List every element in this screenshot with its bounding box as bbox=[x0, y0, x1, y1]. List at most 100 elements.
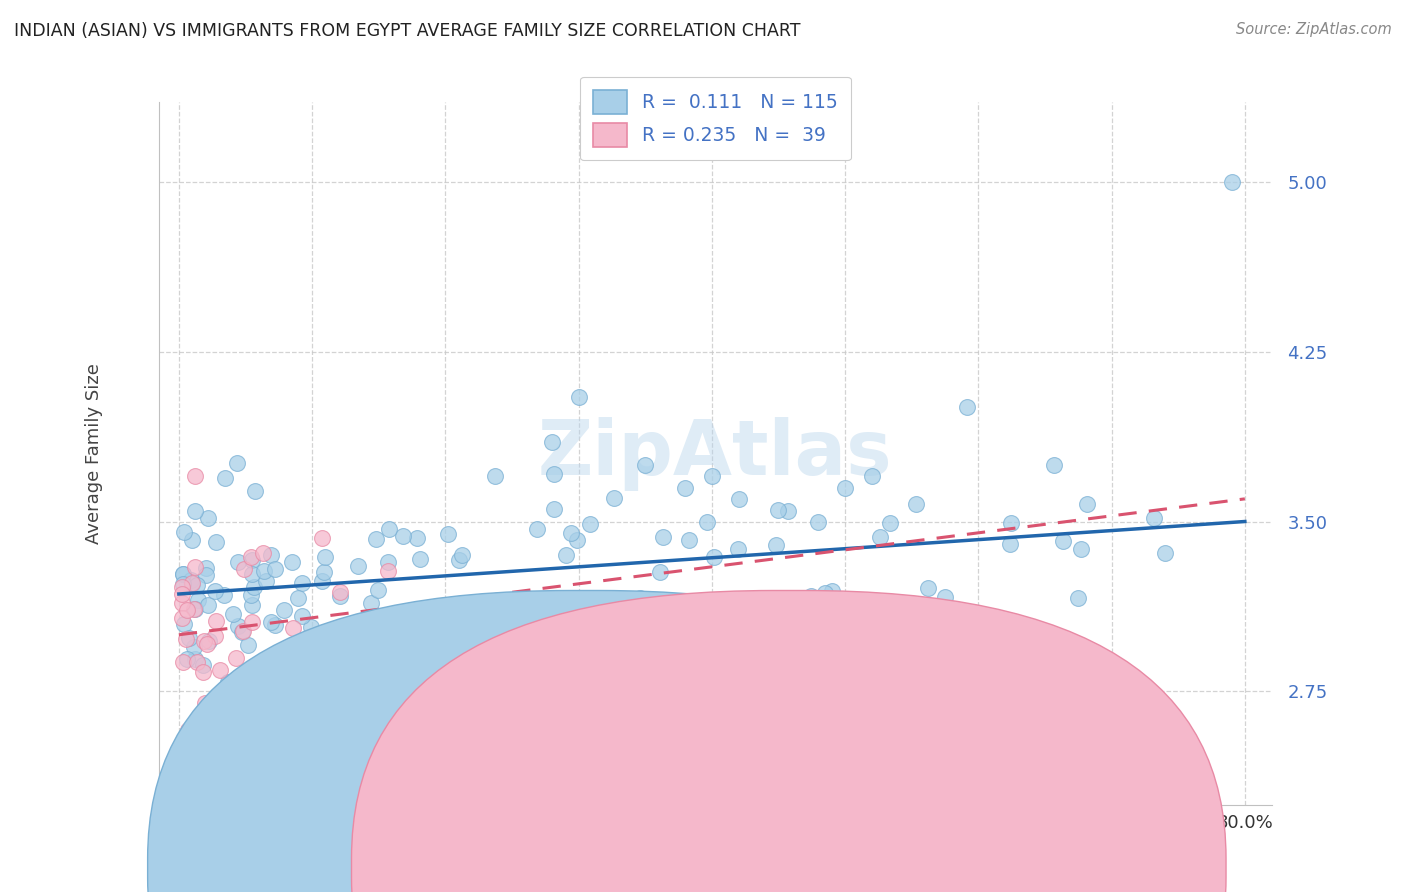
Point bbox=[183, 640, 205, 654]
Point bbox=[195, 637, 218, 651]
Point bbox=[377, 555, 399, 569]
Point bbox=[212, 588, 235, 602]
Point bbox=[879, 516, 901, 530]
Point bbox=[266, 649, 288, 664]
Point bbox=[347, 633, 370, 648]
Point bbox=[184, 469, 207, 483]
Point bbox=[314, 550, 336, 565]
Point bbox=[359, 615, 381, 630]
Point bbox=[221, 684, 243, 698]
Point bbox=[408, 551, 430, 566]
Point bbox=[579, 516, 602, 531]
Point bbox=[1000, 516, 1022, 530]
Point bbox=[174, 632, 197, 647]
Point bbox=[191, 665, 214, 680]
Point bbox=[634, 458, 657, 472]
Point bbox=[181, 533, 204, 548]
Point bbox=[1052, 533, 1074, 548]
Point bbox=[204, 629, 226, 643]
Point bbox=[191, 658, 214, 673]
Point bbox=[768, 503, 790, 517]
Point bbox=[925, 613, 948, 627]
Point bbox=[329, 589, 352, 603]
Point bbox=[177, 723, 200, 737]
Point bbox=[254, 574, 277, 588]
Point bbox=[252, 546, 274, 560]
Point bbox=[820, 584, 842, 599]
Point bbox=[215, 723, 238, 737]
Point bbox=[917, 581, 939, 595]
Point bbox=[214, 714, 236, 728]
Point bbox=[628, 591, 651, 605]
Point bbox=[225, 651, 247, 665]
Point bbox=[364, 532, 387, 546]
Point bbox=[173, 617, 195, 632]
Point bbox=[260, 548, 283, 562]
Point bbox=[180, 573, 202, 587]
Text: Immigrants from Egypt: Immigrants from Egypt bbox=[823, 858, 1031, 876]
Point bbox=[312, 565, 335, 579]
Point bbox=[568, 390, 591, 404]
Point bbox=[181, 577, 204, 591]
Point bbox=[673, 831, 696, 846]
Point bbox=[377, 564, 399, 578]
Point bbox=[170, 580, 193, 594]
Point bbox=[232, 713, 254, 727]
Point bbox=[389, 631, 412, 645]
Point bbox=[172, 577, 194, 591]
Point bbox=[360, 596, 382, 610]
Point bbox=[727, 541, 749, 556]
Point bbox=[170, 596, 193, 610]
Point bbox=[242, 580, 264, 594]
Point bbox=[204, 614, 226, 628]
Point bbox=[180, 575, 202, 590]
Point bbox=[214, 470, 236, 484]
Point bbox=[184, 504, 207, 518]
Point bbox=[260, 615, 283, 629]
Point bbox=[179, 631, 201, 645]
Point bbox=[239, 588, 262, 602]
Point bbox=[392, 528, 415, 542]
Point bbox=[998, 536, 1021, 550]
Point bbox=[240, 566, 263, 581]
Text: ZipAtlas: ZipAtlas bbox=[538, 417, 893, 491]
Point bbox=[281, 555, 304, 569]
Point bbox=[834, 481, 856, 495]
Point bbox=[197, 511, 219, 525]
Point bbox=[603, 491, 626, 506]
Point bbox=[264, 617, 287, 632]
Point bbox=[1154, 546, 1177, 560]
Point bbox=[232, 624, 254, 639]
Point bbox=[700, 469, 723, 483]
Point bbox=[329, 585, 352, 599]
Point bbox=[186, 655, 208, 669]
Point bbox=[904, 497, 927, 511]
Point bbox=[484, 469, 506, 483]
Point bbox=[184, 652, 207, 666]
Point bbox=[172, 567, 194, 582]
Point bbox=[194, 696, 217, 710]
Point bbox=[703, 549, 725, 564]
Point bbox=[778, 503, 800, 517]
Point bbox=[1067, 591, 1090, 605]
Point bbox=[291, 576, 314, 591]
Point bbox=[287, 591, 309, 606]
Point bbox=[869, 530, 891, 544]
Point bbox=[447, 605, 470, 619]
Point bbox=[543, 467, 565, 482]
Point bbox=[176, 603, 198, 617]
Point bbox=[648, 565, 671, 579]
Point bbox=[311, 574, 333, 588]
Point bbox=[187, 593, 209, 607]
Point bbox=[652, 530, 675, 544]
Point bbox=[451, 549, 474, 563]
Point bbox=[860, 469, 883, 483]
Point bbox=[727, 491, 749, 506]
Point bbox=[173, 525, 195, 540]
Point bbox=[696, 516, 718, 530]
Point bbox=[814, 586, 837, 600]
Point bbox=[273, 602, 295, 616]
Point bbox=[367, 582, 389, 597]
Point bbox=[1142, 510, 1164, 524]
Point bbox=[1227, 831, 1250, 846]
